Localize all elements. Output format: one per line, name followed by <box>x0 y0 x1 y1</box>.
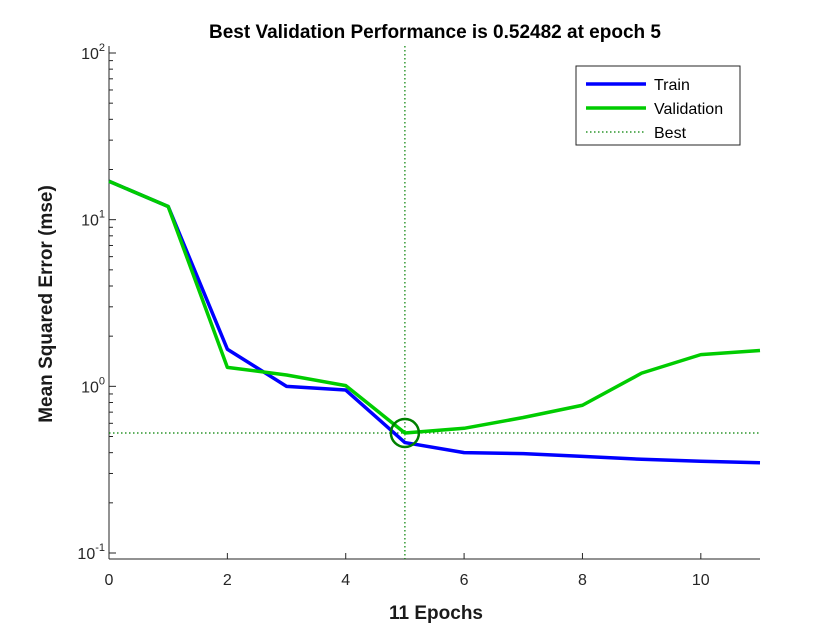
legend-train-label: Train <box>654 77 690 94</box>
x-tick-label: 8 <box>578 572 587 589</box>
x-tick-label: 2 <box>223 572 232 589</box>
y-tick-label: 101 <box>81 209 105 230</box>
x-tick-label: 10 <box>692 572 710 589</box>
legend-best-label: Best <box>654 125 687 142</box>
chart-title: Best Validation Performance is 0.52482 a… <box>209 22 661 43</box>
y-tick-label: 10-1 <box>77 542 105 563</box>
y-tick-label: 102 <box>81 42 105 63</box>
y-axis-label: Mean Squared Error (mse) <box>36 185 57 423</box>
plot-area: 0 2 4 6 8 10 10-1 100 101 102 <box>77 42 761 589</box>
legend-validation-label: Validation <box>654 101 723 118</box>
x-tick-label: 0 <box>105 572 114 589</box>
validation-line <box>108 179 761 435</box>
x-axis-label: 11 Epochs <box>389 603 483 624</box>
train-line <box>108 179 761 465</box>
y-tick-label: 100 <box>81 375 105 396</box>
legend: Train Validation Best <box>575 65 741 146</box>
x-tick-label: 4 <box>341 572 350 589</box>
best-marker <box>389 417 421 449</box>
x-tick-label: 6 <box>460 572 469 589</box>
